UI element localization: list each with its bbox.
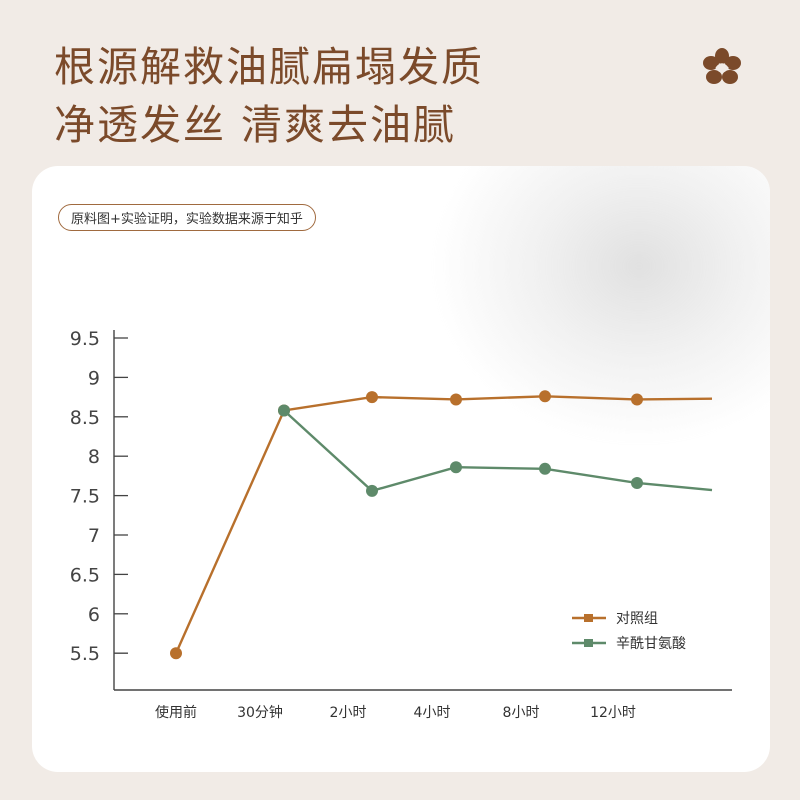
title-line-1: 根源解救油腻扁塌发质 (54, 43, 484, 91)
y-tick-label: 6 (88, 604, 100, 626)
y-tick-label: 5.5 (70, 643, 100, 665)
data-point (450, 461, 462, 474)
headline: 根源解救油腻扁塌发质 净透发丝 清爽去油腻 (54, 38, 484, 154)
data-point (278, 404, 290, 417)
x-tick-label: 使用前 (155, 704, 197, 721)
x-tick-label: 2小时 (330, 705, 367, 721)
flower-logo-icon (703, 48, 741, 84)
data-point (450, 393, 462, 406)
y-tick-label: 9.5 (70, 328, 100, 350)
data-point (539, 390, 551, 403)
chart-card: 原料图+实验证明，实验数据来源于知乎 9.5 9 8.5 8 7.5 7 6.5 6 5.5 使用… (32, 166, 770, 772)
series-line-treatment (283, 409, 713, 493)
y-tick-label: 7 (88, 525, 100, 547)
legend-label: 对照组 (616, 611, 658, 627)
x-tick-label: 8小时 (503, 705, 540, 721)
x-tick-label: 30分钟 (237, 704, 283, 721)
legend-marker (584, 614, 593, 622)
source-note: 原料图+实验证明，实验数据来源于知乎 (58, 204, 316, 231)
data-point (366, 391, 378, 404)
x-tick-label: 4小时 (414, 705, 451, 721)
x-tick-label: 12小时 (590, 705, 636, 721)
y-tick-label: 8 (88, 446, 100, 468)
data-point (539, 462, 551, 475)
legend-label: 辛酰甘氨酸 (616, 636, 686, 652)
legend-marker (584, 639, 593, 647)
y-tick-label: 6.5 (70, 564, 100, 586)
y-tick-label: 9 (88, 367, 100, 389)
y-tick-label: 8.5 (70, 407, 100, 429)
data-point (170, 647, 182, 660)
y-tick-label: 7.5 (70, 486, 100, 508)
data-point (631, 476, 643, 489)
title-line-2: 净透发丝 清爽去油腻 (54, 101, 457, 149)
data-point (366, 484, 378, 497)
data-point (631, 393, 643, 406)
